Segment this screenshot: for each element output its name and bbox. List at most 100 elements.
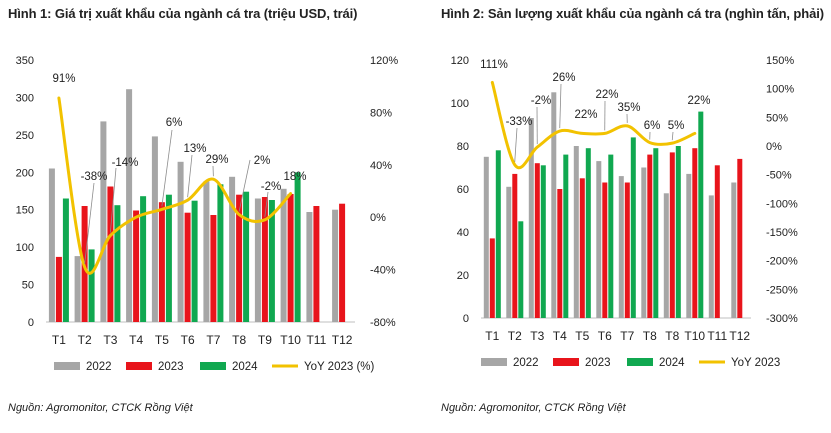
bar-2022 (483, 156, 489, 319)
y-right-tick-label: 50% (766, 112, 788, 124)
y-left-tick-label: 50 (22, 280, 34, 292)
x-tick-label: T10 (280, 333, 301, 347)
bar-2024 (518, 221, 524, 319)
annotation-leader (264, 191, 269, 217)
bar-2023 (236, 194, 243, 322)
legend-label: 2023 (158, 361, 184, 373)
annotation-leader (109, 167, 117, 233)
bar-2023 (55, 256, 62, 322)
bar-2024 (608, 154, 614, 318)
bar-2023 (714, 165, 720, 318)
bar-2023 (534, 163, 540, 318)
y-right-tick-label: 120% (370, 55, 398, 67)
bar-2024 (62, 198, 69, 322)
x-tick-label: T5 (575, 329, 589, 343)
legend-label: 2023 (585, 357, 611, 369)
data-label: 6% (644, 120, 661, 132)
data-label: 26% (552, 72, 575, 84)
y-right-tick-label: -40% (370, 265, 396, 277)
bar-2022 (332, 209, 339, 322)
y-left-tick-label: 200 (16, 167, 34, 179)
bar-2024 (653, 148, 659, 318)
y-left-tick-label: 120 (451, 55, 469, 67)
x-tick-label: T8 (232, 333, 246, 347)
y-left-tick-label: 250 (16, 130, 34, 142)
annotation-leader (84, 182, 95, 265)
bar-2022 (506, 186, 512, 318)
chart-svg-export-volume: 0 20 40 60 80 100 120 -300% -250% -200% -150% -100%… (451, 55, 798, 369)
bar-2022 (573, 146, 579, 318)
legend-label: 2024 (659, 357, 685, 369)
bar-2024 (563, 154, 569, 318)
bar-2024 (217, 184, 224, 322)
bar-2022 (126, 89, 133, 322)
y-right-tick-label: -250% (766, 284, 798, 296)
data-label: 2% (254, 155, 271, 167)
legend-swatch-2023 (126, 362, 152, 370)
bar-2023 (313, 206, 320, 322)
bar-2022 (48, 168, 55, 322)
bar-2024 (140, 196, 147, 322)
annotation-leader (238, 159, 251, 212)
annotation-leader (187, 154, 193, 198)
bar-2022 (100, 121, 107, 323)
x-tick-label: T2 (508, 329, 522, 343)
x-tick-label: T8 (643, 329, 657, 343)
legend-swatch-2022 (481, 358, 507, 366)
legend-swatch-2024 (627, 358, 653, 366)
x-tick-label: T6 (598, 329, 612, 343)
bar-2022 (708, 195, 714, 318)
bar-2024 (294, 172, 301, 322)
y-right-tick-label: -100% (766, 198, 798, 210)
y-left-tick-label: 100 (16, 242, 34, 254)
bar-2024 (191, 200, 198, 322)
annotation-leader (514, 127, 518, 162)
bar-2023 (579, 178, 585, 319)
legend-swatch-2022 (54, 362, 80, 370)
bar-2024 (495, 150, 501, 318)
bar-2023 (339, 203, 346, 322)
bar-2023 (602, 182, 608, 318)
chart-title: Hình 2: Sản lượng xuất khẩu của ngành cá… (441, 6, 824, 21)
y-left-tick-label: 80 (457, 141, 469, 153)
bar-2023 (669, 152, 675, 318)
bar-2023 (287, 194, 294, 322)
x-tick-label: T12 (332, 333, 353, 347)
annotation-leader (671, 131, 674, 141)
x-tick-label: T10 (684, 329, 705, 343)
chart-panel-export-value: Hình 1: Giá trị xuất khẩu của ngành cá t… (8, 6, 398, 414)
y-right-tick-label: 100% (766, 84, 794, 96)
legend-swatch-2024 (200, 362, 226, 370)
data-label: 22% (595, 89, 618, 101)
y-right-tick-label: 80% (370, 107, 392, 119)
bar-2022 (731, 182, 737, 318)
yoy-line (490, 80, 697, 169)
y-right-tick-label: 0% (370, 212, 386, 224)
bar-2022 (254, 198, 261, 322)
data-label: 91% (52, 73, 75, 85)
legend-label: 2024 (232, 361, 258, 373)
bar-2022 (306, 212, 313, 322)
chart-source: Nguồn: Agromonitor, CTCK Rồng Việt (441, 402, 626, 414)
data-label: -38% (81, 171, 108, 183)
y-left-tick-label: 60 (457, 184, 469, 196)
data-label: 18% (283, 171, 306, 183)
bar-2022 (663, 193, 669, 318)
bar-2023 (489, 238, 495, 318)
x-tick-label: T11 (306, 333, 326, 347)
y-left-tick-label: 20 (457, 270, 469, 282)
y-right-tick-label: 40% (370, 160, 392, 172)
legend-label: 2022 (513, 357, 539, 369)
data-label: -2% (261, 181, 281, 193)
data-label: 22% (574, 109, 597, 121)
y-left-tick-label: 350 (16, 55, 34, 67)
bar-2024 (698, 111, 704, 318)
legend-label: YoY 2023 (%) (304, 361, 375, 373)
bar-2022 (596, 161, 602, 318)
bar-2022 (151, 136, 158, 322)
data-label: 13% (183, 143, 206, 155)
y-right-tick-label: 0% (766, 141, 782, 153)
bar-2023 (158, 202, 165, 322)
legend-label: 2022 (86, 361, 112, 373)
bar-2023 (692, 148, 698, 318)
